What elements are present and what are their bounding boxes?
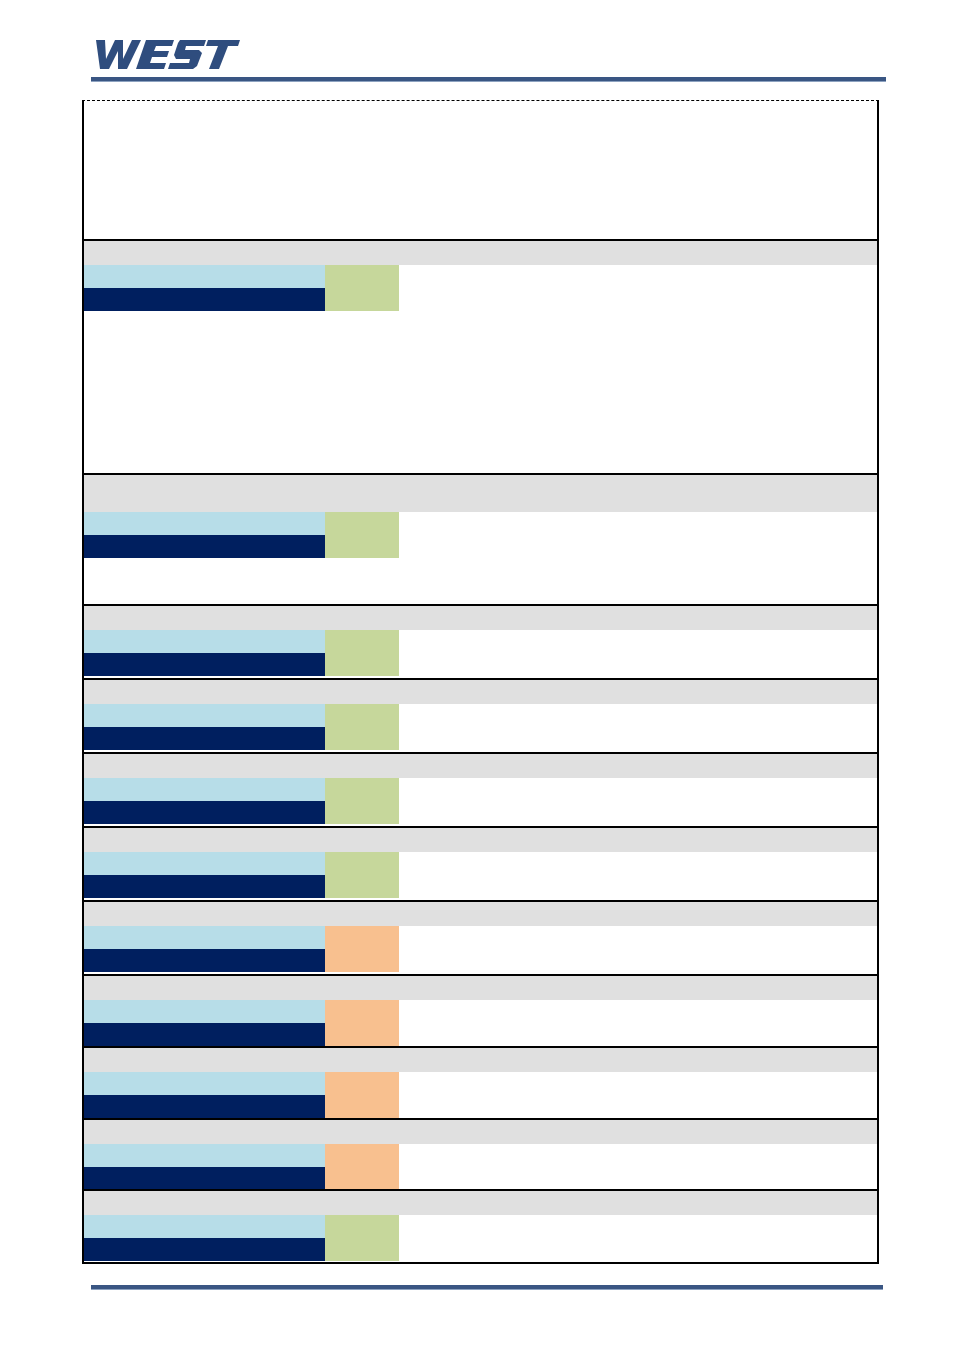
parameter-name-cell	[84, 704, 325, 727]
section-divider	[84, 974, 877, 976]
footer-rule	[91, 1285, 883, 1290]
section-header-bar	[84, 754, 877, 778]
section-header-bar	[84, 828, 877, 852]
parameter-status-cell	[325, 1144, 399, 1190]
section-divider	[84, 1118, 877, 1120]
parameter-table-frame	[82, 100, 879, 1264]
header-rule	[91, 77, 886, 82]
parameter-status-cell	[325, 630, 399, 676]
parameter-mnemonic-cell	[84, 1167, 325, 1190]
parameter-status-cell	[325, 926, 399, 972]
section-header-bar	[84, 1120, 877, 1144]
parameter-name-cell	[84, 512, 325, 535]
section-header-bar	[84, 680, 877, 704]
parameter-mnemonic-cell	[84, 1095, 325, 1118]
parameter-name-cell	[84, 778, 325, 801]
parameter-status-cell	[325, 704, 399, 750]
section-header-bar	[84, 976, 877, 1000]
section-header-bar	[84, 606, 877, 630]
parameter-name-cell	[84, 265, 325, 288]
section-header-bar	[84, 241, 877, 265]
section-divider	[84, 678, 877, 680]
parameter-mnemonic-cell	[84, 535, 325, 558]
parameter-name-cell	[84, 926, 325, 949]
parameter-mnemonic-cell	[84, 801, 325, 824]
parameter-name-cell	[84, 852, 325, 875]
section-divider	[84, 900, 877, 902]
parameter-mnemonic-cell	[84, 1238, 325, 1261]
parameter-name-cell	[84, 1072, 325, 1095]
parameter-name-cell	[84, 1144, 325, 1167]
parameter-mnemonic-cell	[84, 949, 325, 972]
parameter-mnemonic-cell	[84, 653, 325, 676]
parameter-mnemonic-cell	[84, 727, 325, 750]
section-divider	[84, 752, 877, 754]
parameter-status-cell	[325, 1215, 399, 1261]
section-divider	[84, 1046, 877, 1048]
section-divider	[84, 1189, 877, 1191]
parameter-mnemonic-cell	[84, 875, 325, 898]
section-divider	[84, 826, 877, 828]
parameter-status-cell	[325, 265, 399, 311]
parameter-name-cell	[84, 1000, 325, 1023]
section-header-bar	[84, 1048, 877, 1072]
section-divider	[84, 473, 877, 475]
section-divider	[84, 604, 877, 606]
west-logo	[90, 38, 240, 72]
parameter-status-cell	[325, 1000, 399, 1046]
parameter-status-cell	[325, 778, 399, 824]
parameter-status-cell	[325, 852, 399, 898]
parameter-mnemonic-cell	[84, 1023, 325, 1046]
parameter-status-cell	[325, 512, 399, 558]
section-divider	[84, 239, 877, 241]
parameter-name-cell	[84, 630, 325, 653]
parameter-name-cell	[84, 1215, 325, 1238]
section-header-bar	[84, 1191, 877, 1215]
parameter-mnemonic-cell	[84, 288, 325, 311]
section-header-bar	[84, 902, 877, 926]
parameter-status-cell	[325, 1072, 399, 1118]
section-header-bar	[84, 475, 877, 512]
